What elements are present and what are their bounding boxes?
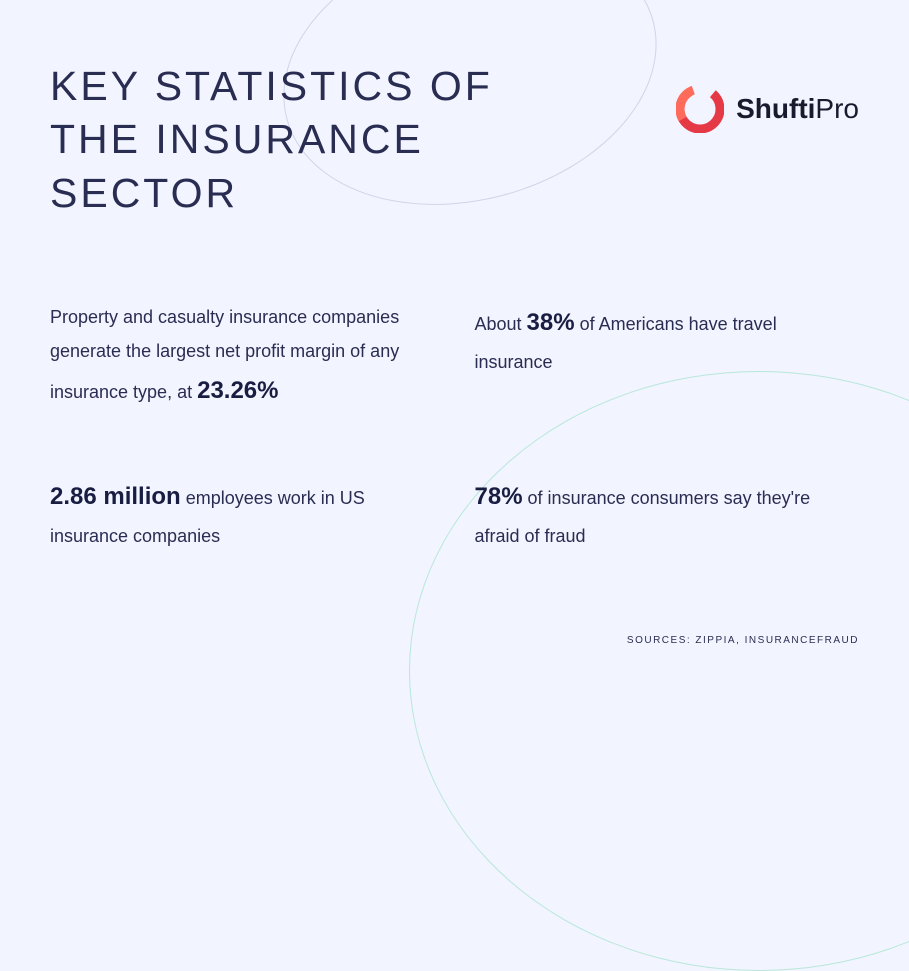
stat-item-profit-margin: Property and casualty insurance companie…: [50, 300, 435, 414]
stat-item-employees: 2.86 million employees work in US insura…: [50, 474, 435, 554]
page-title: KEY STATISTICS OF THE INSURANCE SECTOR: [50, 60, 570, 220]
header: KEY STATISTICS OF THE INSURANCE SECTOR S…: [50, 60, 859, 220]
logo-text: ShuftiPro: [736, 93, 859, 125]
sources-text: SOURCES: ZIPPIA, INSURANCEFRAUD: [627, 635, 859, 646]
stat-text-before: About: [475, 314, 527, 334]
logo: ShuftiPro: [676, 85, 859, 133]
stat-text-after: of insurance consumers say they're afrai…: [475, 488, 811, 547]
stat-highlight: 78%: [475, 483, 523, 510]
stat-highlight: 38%: [527, 309, 575, 336]
stats-grid: Property and casualty insurance companie…: [50, 300, 859, 554]
logo-brand-light: Pro: [815, 93, 859, 124]
logo-brand-bold: Shufti: [736, 93, 815, 124]
shufti-logo-icon: [676, 85, 724, 133]
stat-item-travel-insurance: About 38% of Americans have travel insur…: [475, 300, 860, 414]
stat-item-fraud: 78% of insurance consumers say they're a…: [475, 474, 860, 554]
stat-highlight: 2.86 million: [50, 483, 181, 510]
stat-highlight: 23.26%: [197, 377, 278, 404]
